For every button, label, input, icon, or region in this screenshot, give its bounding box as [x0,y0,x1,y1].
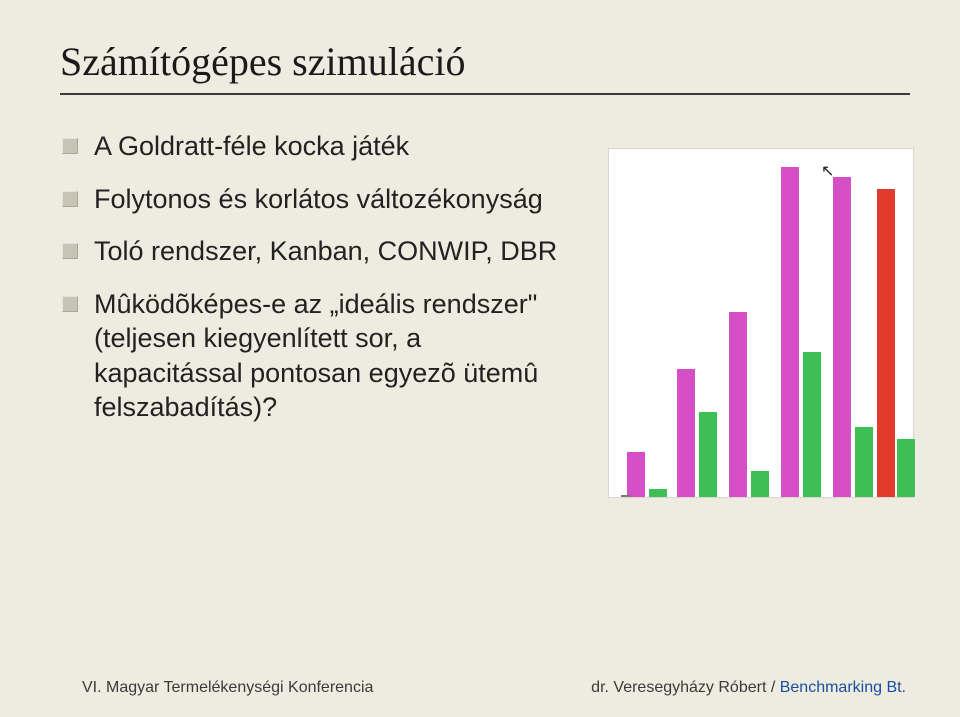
bullet-item: Mûködõképes-e az „ideális rendszer" (tel… [60,287,570,425]
chart-bar [677,369,695,497]
slide-title: Számítógépes szimuláció [60,38,910,85]
bullet-list: A Goldratt-féle kocka játék Folytonos és… [60,129,570,443]
chart-bar [833,177,851,497]
chart-bar [751,471,769,497]
chart-bar [781,167,799,497]
chart-canvas: ↖ [609,149,913,497]
chart-bar [699,412,717,497]
footer-left: VI. Magyar Termelékenységi Konferencia [82,679,373,697]
chart-bar [855,427,873,497]
simulation-chart: ↖ [608,148,914,498]
slide-footer: VI. Magyar Termelékenységi Konferencia d… [0,679,960,697]
chart-baseline-tick [621,495,631,497]
bullet-item: A Goldratt-féle kocka játék [60,129,570,164]
chart-bar [649,489,667,497]
footer-right: dr. Veresegyházy Róbert / Benchmarking B… [591,679,906,697]
bullet-item: Toló rendszer, Kanban, CONWIP, DBR [60,234,570,269]
bullet-item: Folytonos és korlátos változékonyság [60,182,570,217]
chart-bar [627,452,645,497]
footer-company: Benchmarking Bt. [780,679,906,696]
title-rule [60,93,910,95]
chart-bar [803,352,821,497]
chart-bar [729,312,747,497]
slide: Számítógépes szimuláció A Goldratt-féle … [0,0,960,717]
chart-bar [877,189,895,497]
chart-bar [897,439,915,497]
footer-author: dr. Veresegyházy Róbert / [591,679,780,696]
